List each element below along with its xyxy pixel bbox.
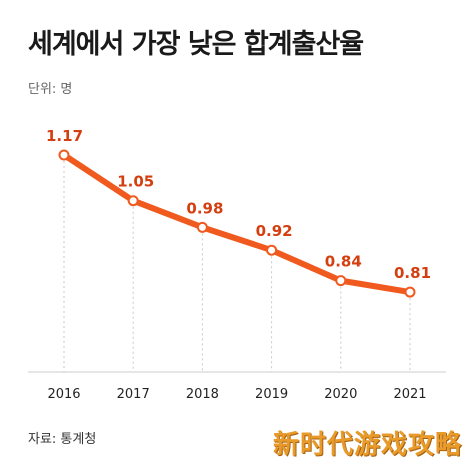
grid-lines — [63, 161, 411, 372]
data-label-2018: 0.98 — [186, 199, 223, 217]
x-tick-2018: 2018 — [186, 387, 219, 402]
data-label-2020: 0.84 — [325, 253, 362, 271]
data-point-2018 — [196, 221, 208, 233]
data-point-2020 — [335, 275, 347, 287]
data-label-2021: 0.81 — [394, 264, 431, 282]
data-labels: 1.17 1.05 0.98 0.92 0.84 0.81 — [46, 127, 431, 282]
series-line-path — [61, 152, 413, 296]
data-point-2021 — [404, 286, 416, 298]
x-tick-labels: 2016 2017 2018 2019 2020 2021 — [47, 387, 426, 402]
watermark: 新时代游戏攻略 — [272, 430, 462, 460]
series-line — [61, 152, 413, 296]
x-tick-2021: 2021 — [393, 387, 426, 402]
unit-label: 단위: 명 — [28, 82, 73, 97]
x-tick-2016: 2016 — [47, 387, 80, 402]
x-tick-2020: 2020 — [324, 387, 357, 402]
data-label-2019: 0.92 — [256, 222, 293, 240]
data-point-2017 — [127, 195, 139, 207]
data-label-2016: 1.17 — [46, 127, 83, 145]
data-point-2019 — [266, 244, 278, 256]
chart-title: 세계에서 가장 낮은 합계출산율 — [28, 29, 364, 60]
data-point-2016 — [58, 149, 70, 161]
data-label-2017: 1.05 — [117, 173, 154, 191]
x-tick-2019: 2019 — [255, 387, 288, 402]
series-markers — [58, 149, 416, 298]
x-tick-2017: 2017 — [117, 387, 150, 402]
source-label: 자료: 통계청 — [28, 432, 97, 447]
